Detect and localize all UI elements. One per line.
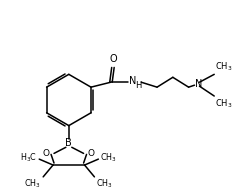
Text: B: B [65,138,72,148]
Text: N: N [194,79,202,89]
Text: CH$_3$: CH$_3$ [100,152,117,164]
Text: N: N [129,76,137,86]
Text: CH$_3$: CH$_3$ [96,178,113,190]
Text: CH$_3$: CH$_3$ [215,97,233,110]
Text: CH$_3$: CH$_3$ [24,178,41,190]
Text: O: O [88,149,95,158]
Text: H: H [135,81,142,90]
Text: O: O [109,54,117,64]
Text: H$_3$C: H$_3$C [20,152,37,164]
Text: O: O [43,149,50,158]
Text: CH$_3$: CH$_3$ [215,61,233,73]
